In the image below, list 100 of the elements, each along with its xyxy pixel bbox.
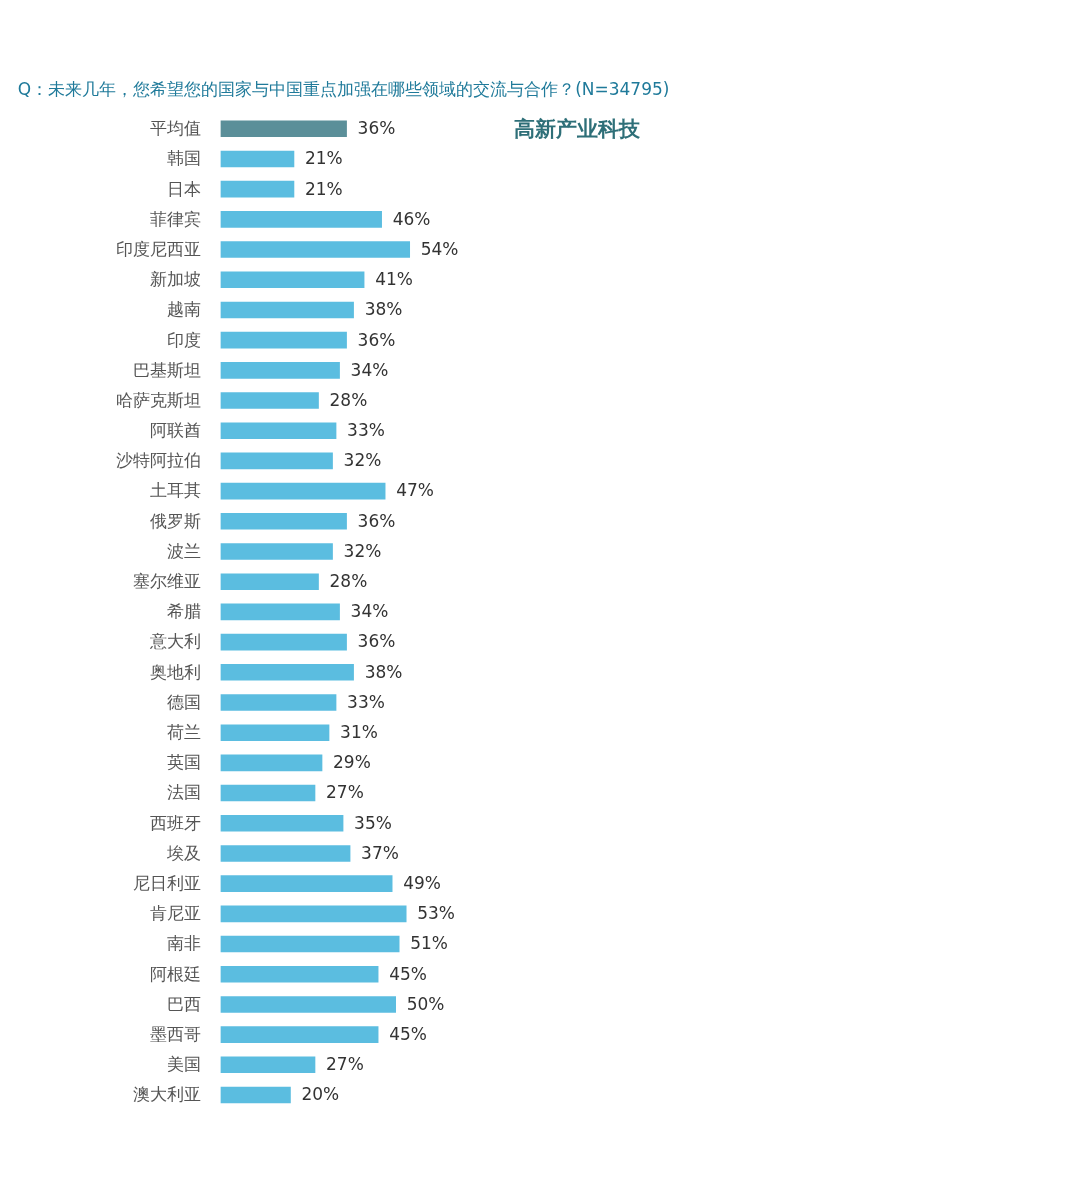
data-label: 31% [340, 722, 378, 743]
data-label: 51% [410, 933, 448, 954]
data-label: 53% [417, 903, 455, 924]
y-tick-label: 尼日利亚 [133, 873, 202, 894]
y-tick-label: 俄罗斯 [150, 510, 202, 531]
data-label: 38% [364, 661, 403, 682]
data-label: 34% [350, 601, 389, 622]
bar [220, 180, 295, 198]
bar [220, 301, 354, 319]
data-label: 46% [392, 208, 431, 229]
data-label: 47% [396, 480, 434, 501]
y-tick-label: 日本 [167, 178, 202, 199]
y-tick-label: 菲律宾 [150, 208, 202, 229]
data-label: 36% [357, 631, 396, 652]
bar [220, 845, 351, 862]
data-label: 38% [364, 299, 403, 320]
bar [220, 150, 295, 168]
data-label: 32% [343, 450, 382, 471]
y-tick-label: 阿联酋 [150, 420, 202, 441]
bar [220, 241, 411, 258]
y-tick-label: 希腊 [167, 601, 202, 622]
y-tick-label: 意大利 [149, 631, 202, 652]
y-tick-label: 巴西 [167, 993, 202, 1014]
bar [220, 754, 323, 772]
data-label: 50% [406, 993, 445, 1014]
data-label: 49% [403, 873, 441, 894]
y-tick-label: 新加坡 [150, 269, 202, 290]
bar [220, 120, 347, 138]
data-label: 32% [343, 540, 382, 561]
bar [220, 513, 347, 530]
y-tick-label: 韩国 [167, 148, 202, 169]
y-tick-label: 印度尼西亚 [116, 238, 202, 259]
y-tick-label: 埃及 [166, 842, 202, 863]
data-label: 34% [350, 359, 389, 380]
data-label: 33% [347, 420, 385, 441]
y-tick-label: 肯尼亚 [150, 903, 202, 924]
data-label: 27% [326, 1054, 364, 1075]
y-tick-label: 巴基斯坦 [133, 359, 202, 380]
bar [220, 452, 333, 470]
bar [220, 814, 344, 832]
bar [220, 482, 386, 500]
bar [220, 663, 354, 681]
data-label: 36% [357, 118, 396, 139]
bar [220, 875, 393, 892]
y-tick-label: 美国 [167, 1054, 202, 1075]
bar [220, 573, 319, 591]
bar [220, 905, 407, 923]
bar [220, 694, 337, 711]
data-label: 54% [420, 238, 459, 259]
bar [220, 1026, 379, 1043]
chart-title: Q：未来几年，您希望您的国家与中国重点加强在哪些领域的交流与合作？(N=34795) [17, 78, 670, 99]
y-tick-label: 澳大利亚 [133, 1084, 202, 1105]
bar [220, 543, 333, 560]
text: 高新产业科技 [514, 115, 642, 141]
bar [220, 965, 379, 983]
y-tick-label: 西班牙 [150, 812, 202, 833]
y-tick-label: 印度 [167, 329, 202, 350]
bar [220, 392, 319, 409]
y-tick-label: 法国 [167, 782, 202, 803]
bar [220, 211, 382, 228]
y-tick-label: 越南 [167, 299, 202, 320]
data-label: 20% [301, 1084, 340, 1105]
bar [220, 331, 347, 349]
data-label: 21% [305, 178, 343, 199]
data-label: 45% [389, 963, 427, 984]
bar [220, 935, 400, 953]
y-tick-label: 阿根廷 [150, 963, 202, 984]
y-tick-label: 荷兰 [167, 722, 202, 743]
y-tick-label: 德国 [167, 691, 202, 712]
bar [220, 724, 330, 741]
y-tick-label: 奥地利 [150, 661, 202, 682]
bar [220, 1056, 316, 1074]
y-tick-label: 沙特阿拉伯 [116, 450, 202, 471]
bar [220, 996, 396, 1013]
y-tick-label: 哈萨克斯坦 [116, 389, 202, 410]
data-label: 45% [389, 1023, 427, 1044]
y-tick-label: 英国 [167, 752, 202, 773]
data-label: 28% [329, 571, 368, 592]
data-label: 41% [375, 269, 413, 290]
data-label: 29% [333, 752, 371, 773]
y-tick-label: 塞尔维亚 [133, 571, 202, 592]
bar [220, 633, 347, 651]
bar [220, 271, 365, 289]
bar [220, 603, 340, 621]
y-tick-label: 墨西哥 [150, 1023, 202, 1044]
bar [220, 362, 340, 379]
data-label: 21% [305, 148, 343, 169]
y-tick-label: 平均值 [150, 118, 202, 139]
data-label: 36% [357, 510, 396, 531]
data-label: 27% [326, 782, 364, 803]
data-label: 35% [354, 812, 392, 833]
data-label: 37% [361, 842, 399, 863]
bar [220, 422, 337, 440]
y-tick-label: 波兰 [167, 540, 202, 561]
bar [220, 784, 316, 802]
data-label: 36% [357, 329, 396, 350]
data-label: 28% [329, 389, 368, 410]
y-tick-label: 南非 [167, 933, 202, 954]
bar [220, 1086, 291, 1104]
data-label: 33% [347, 691, 385, 712]
